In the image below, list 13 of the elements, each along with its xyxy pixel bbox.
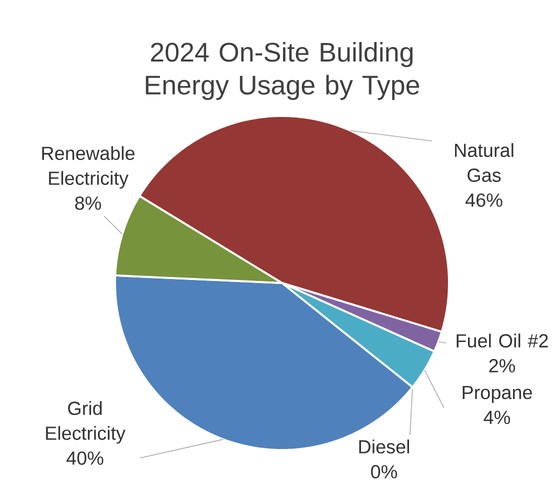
text: 0%	[371, 464, 398, 478]
slice-label: Propane	[462, 386, 532, 403]
slice-label: Grid Electricity	[46, 401, 126, 444]
category-label: Diesel	[359, 440, 410, 454]
slice-label: Natural Gas	[455, 143, 514, 182]
data-label: 2%	[489, 359, 516, 372]
slice-label: Renewable Electricity	[42, 146, 134, 189]
data-label: 46%	[465, 193, 502, 207]
slice-label: Fuel Oil #2	[456, 334, 548, 348]
data-label: 4%	[484, 410, 510, 424]
data-label: 40%	[66, 451, 104, 465]
data-label: 8%	[75, 196, 102, 210]
chart-title: 2024 On-Site Building Energy Usage by Type	[146, 42, 420, 100]
